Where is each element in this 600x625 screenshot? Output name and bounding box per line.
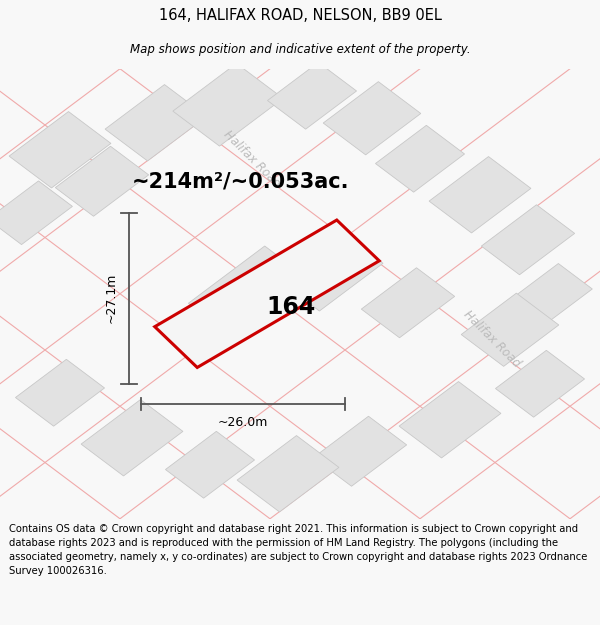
Polygon shape xyxy=(16,359,104,426)
Polygon shape xyxy=(361,268,455,338)
Polygon shape xyxy=(105,84,207,161)
Polygon shape xyxy=(277,231,383,311)
Polygon shape xyxy=(376,126,464,192)
Polygon shape xyxy=(461,293,559,366)
Text: ~214m²/~0.053ac.: ~214m²/~0.053ac. xyxy=(132,171,349,191)
Polygon shape xyxy=(496,351,584,417)
Polygon shape xyxy=(268,62,356,129)
Text: Map shows position and indicative extent of the property.: Map shows position and indicative extent… xyxy=(130,43,470,56)
Text: 164: 164 xyxy=(266,295,316,319)
Polygon shape xyxy=(188,246,316,341)
Text: Contains OS data © Crown copyright and database right 2021. This information is : Contains OS data © Crown copyright and d… xyxy=(9,524,587,576)
Polygon shape xyxy=(9,112,111,188)
Text: Halifax Road: Halifax Road xyxy=(221,127,283,190)
Text: 164, HALIFAX ROAD, NELSON, BB9 0EL: 164, HALIFAX ROAD, NELSON, BB9 0EL xyxy=(158,8,442,22)
Text: ~27.1m: ~27.1m xyxy=(104,273,118,324)
Polygon shape xyxy=(166,431,254,498)
Polygon shape xyxy=(313,416,407,486)
Polygon shape xyxy=(81,399,183,476)
Polygon shape xyxy=(429,157,531,233)
Polygon shape xyxy=(173,63,283,146)
Polygon shape xyxy=(512,264,592,324)
Text: ~26.0m: ~26.0m xyxy=(218,416,268,429)
Text: Halifax Road: Halifax Road xyxy=(461,308,523,370)
Polygon shape xyxy=(399,382,501,458)
Polygon shape xyxy=(237,436,339,512)
Polygon shape xyxy=(155,220,379,368)
Polygon shape xyxy=(323,82,421,155)
Polygon shape xyxy=(0,181,73,244)
Polygon shape xyxy=(481,205,575,275)
Polygon shape xyxy=(55,146,149,216)
